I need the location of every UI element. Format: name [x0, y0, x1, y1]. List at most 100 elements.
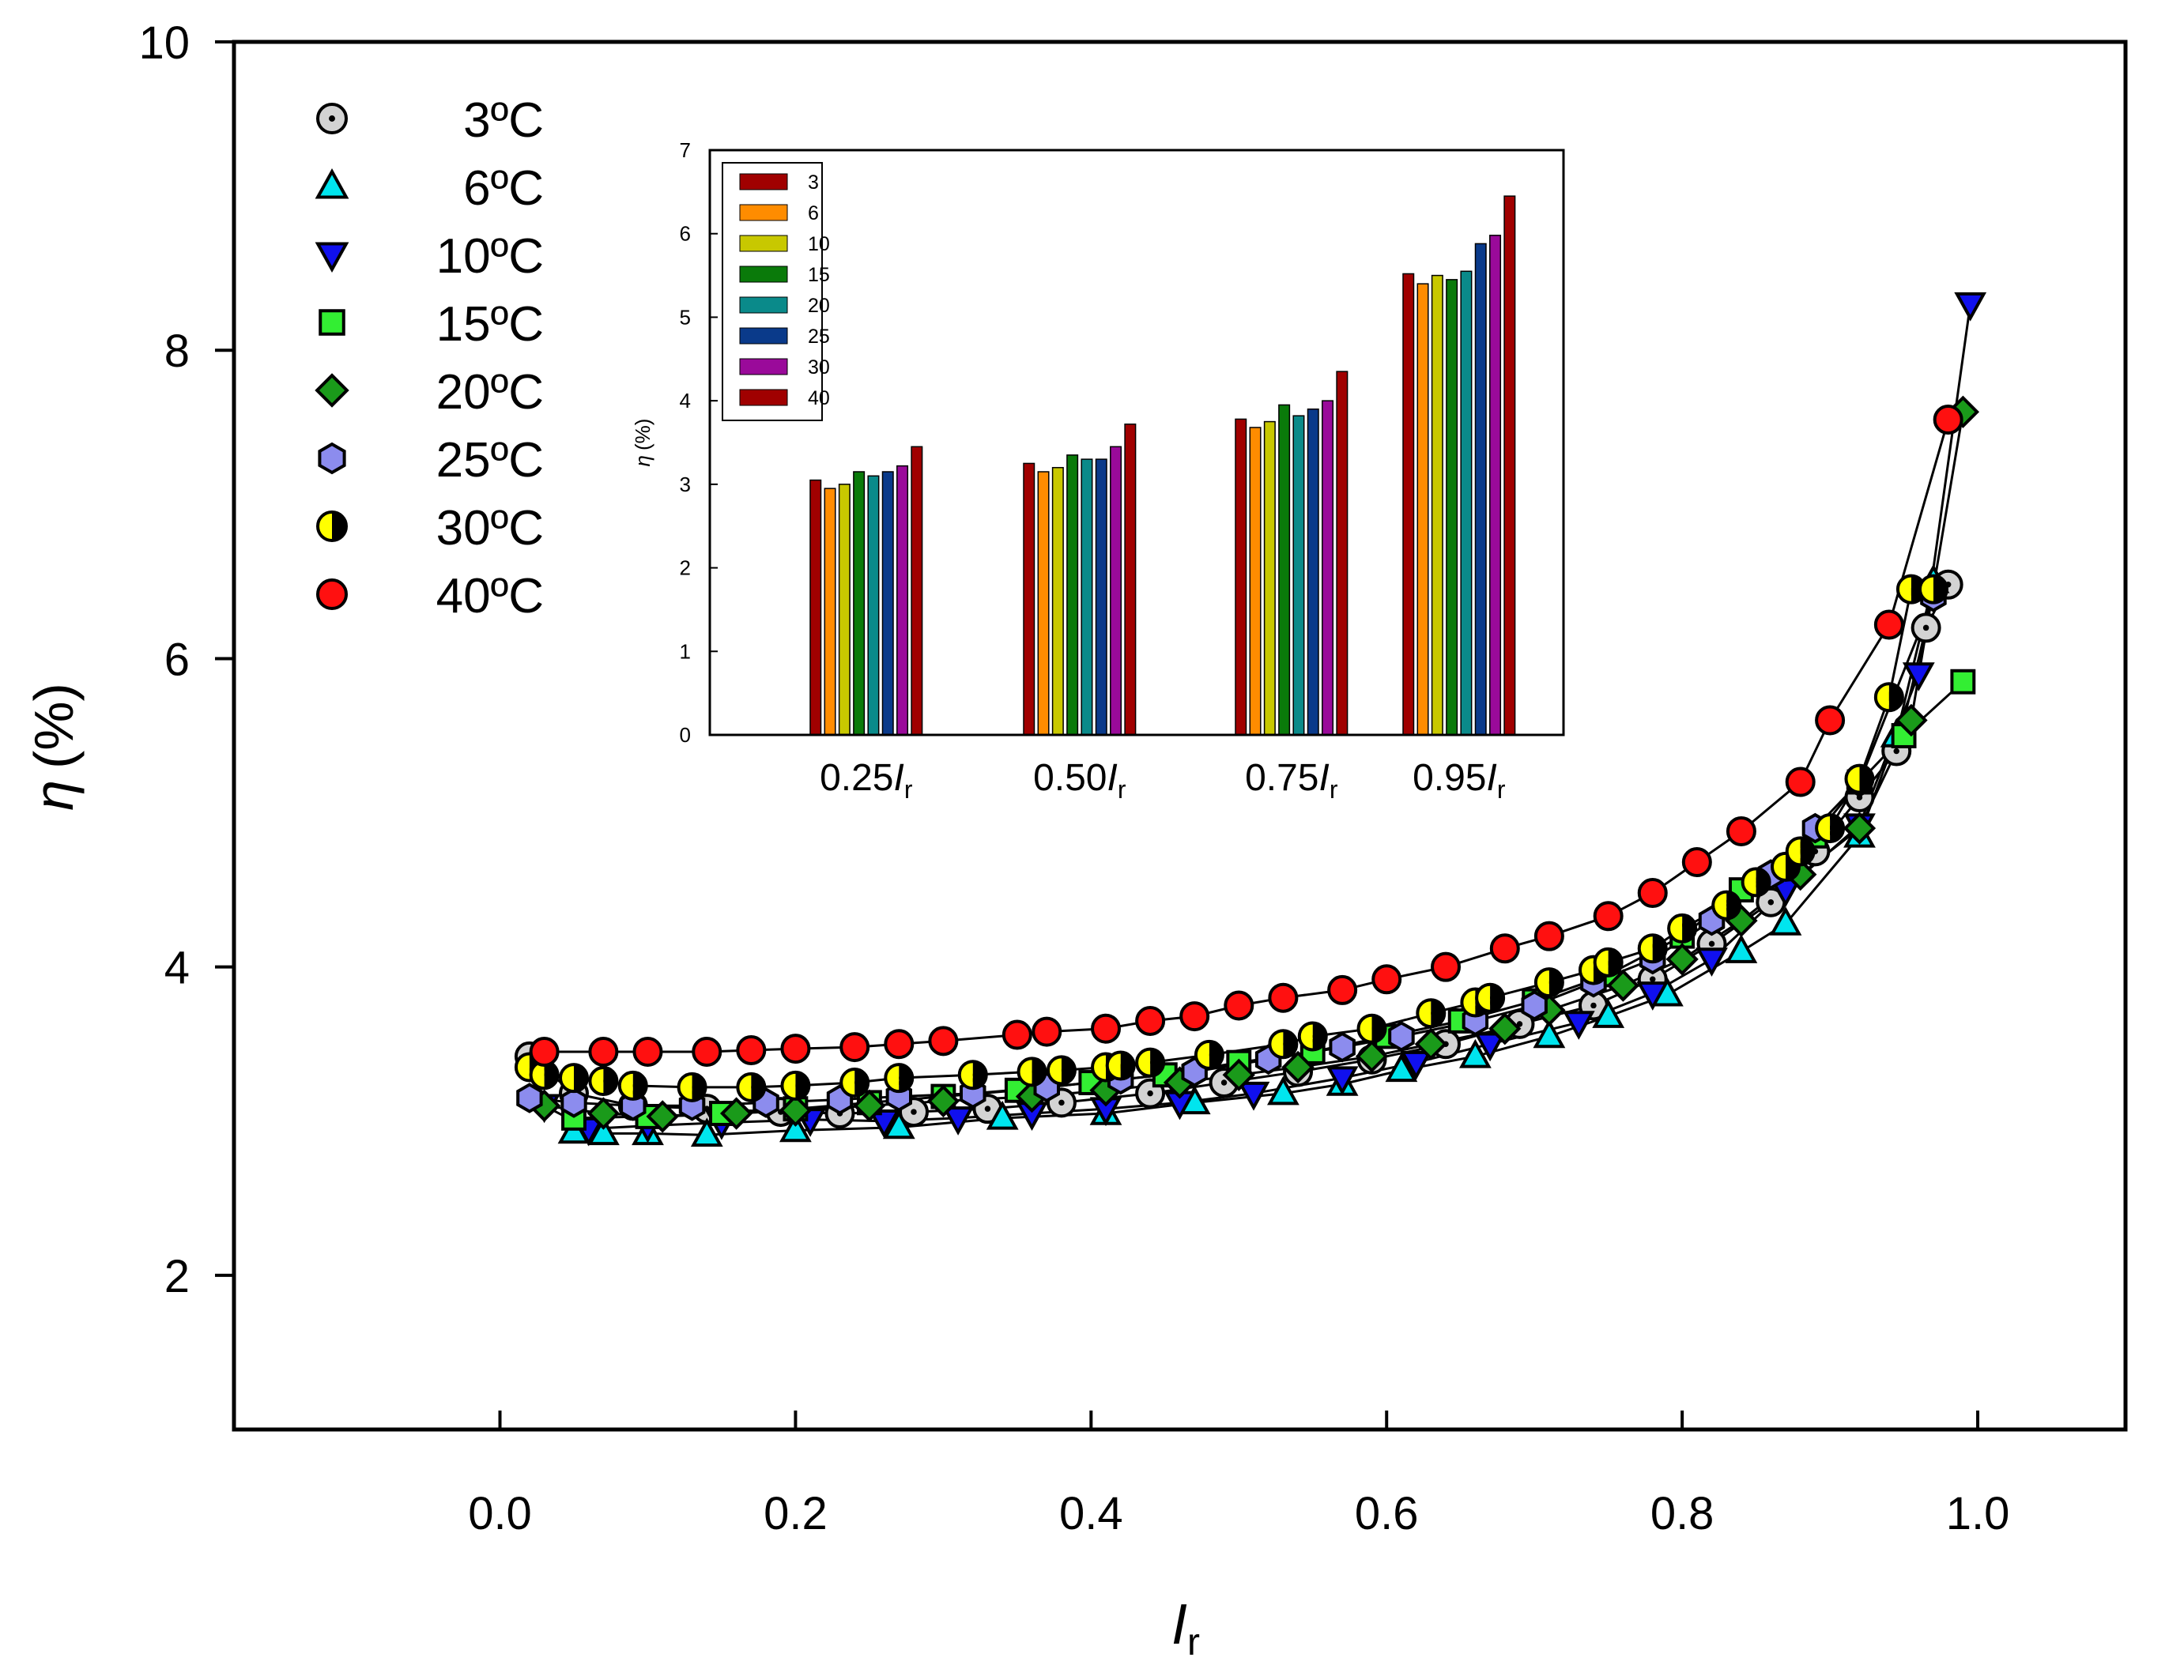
data-point-s1-16: [1725, 934, 1758, 963]
inset-category-value-0: 0.25: [820, 757, 893, 799]
data-point-s6-11: [1017, 1057, 1047, 1087]
y-tick-label-4: 10: [138, 17, 190, 69]
x-tick-label-0: 0.0: [468, 1488, 532, 1539]
bar-s0-g1: [1023, 462, 1035, 736]
data-point-s7-7: [884, 1029, 915, 1060]
data-point-s6-2: [558, 1063, 589, 1094]
main-x-axis: 0.0 0.2 0.4 0.6 0.8 1.0: [468, 1411, 2009, 1539]
bar-s5-g3: [1474, 243, 1487, 736]
legend-marker-6: [316, 510, 348, 542]
data-point-s2-5: [868, 1109, 900, 1139]
inset-category-label-1: 0.50Ir: [1033, 757, 1126, 804]
data-point-s1-11: [1385, 1053, 1418, 1083]
inset-y-label-unit: (%): [631, 419, 654, 450]
data-point-s1-4: [779, 1113, 812, 1143]
data-point-s6-31: [1785, 836, 1816, 867]
inset-category-subscript-3: r: [1497, 775, 1506, 804]
data-point-s1-9: [1267, 1075, 1299, 1106]
data-point-s4-4: [779, 1094, 813, 1127]
inset-category-subscript-0: r: [904, 775, 913, 804]
data-point-s2-12: [1400, 1050, 1432, 1080]
inset-legend-swatch-2: [739, 235, 788, 252]
data-point-s7-5: [780, 1034, 811, 1064]
legend-marker-0: [316, 103, 348, 134]
inset-category-symbol-2: I: [1319, 757, 1330, 799]
data-point-s5-0: [516, 1083, 543, 1113]
data-point-s7-20: [1533, 921, 1564, 951]
data-point-s4-21: [1895, 703, 1928, 737]
y-tick-label-0: 2: [164, 1251, 190, 1302]
data-point-s6-34: [1873, 682, 1904, 713]
data-point-s5-15: [1521, 990, 1548, 1021]
main-series-markers: [514, 292, 1987, 1147]
data-point-s7-1: [588, 1036, 619, 1067]
data-point-s1-14: [1592, 999, 1625, 1028]
data-point-s4-17: [1665, 943, 1699, 976]
bar-s5-g2: [1307, 408, 1319, 736]
data-point-s6-15: [1135, 1047, 1166, 1078]
inset-legend-label-4: 20: [808, 295, 830, 317]
y-tick-label-1: 4: [164, 943, 190, 994]
data-point-s6-10: [957, 1060, 988, 1090]
inset-y-tick-label-2: 2: [680, 556, 691, 580]
inset-legend-swatch-6: [739, 358, 788, 375]
x-tick-label-2: 0.4: [1059, 1488, 1123, 1539]
inset-y-label-symbol: η: [631, 455, 654, 466]
bar-s6-g0: [896, 465, 909, 736]
bar-s1-g2: [1249, 427, 1262, 736]
data-point-s7-14: [1224, 990, 1254, 1021]
bar-s4-g3: [1460, 270, 1473, 736]
inset-plot-frame: [708, 149, 1565, 736]
data-point-s6-32: [1815, 813, 1846, 844]
bar-s2-g2: [1263, 420, 1276, 736]
data-point-s6-3: [588, 1066, 619, 1097]
inset-legend-box: [722, 162, 823, 421]
data-point-s6-28: [1711, 890, 1742, 921]
x-tick-label-4: 0.8: [1650, 1488, 1714, 1539]
data-point-s7-11: [1091, 1013, 1122, 1044]
bar-s7-g0: [911, 446, 923, 736]
x-label-symbol: I: [1171, 1593, 1187, 1656]
bar-s0-g2: [1235, 418, 1247, 736]
data-point-s6-27: [1667, 913, 1698, 944]
data-point-s6-26: [1637, 933, 1668, 964]
inset-legend: 3 6 10 15 20 25 30 40: [722, 162, 830, 421]
data-point-s2-10: [1237, 1081, 1270, 1111]
inset-y-tick-label-0: 0: [680, 723, 691, 747]
data-point-s2-14: [1562, 1011, 1595, 1040]
inset-category-symbol-3: I: [1487, 757, 1497, 799]
bar-s2-g1: [1051, 466, 1064, 736]
bar-s1-g0: [824, 488, 836, 736]
legend-label-3: 15ºC: [436, 297, 544, 352]
data-point-s7-12: [1135, 1005, 1166, 1036]
data-point-s6-33: [1844, 763, 1875, 794]
bar-s3-g2: [1278, 404, 1291, 736]
bar-s0-g3: [1402, 273, 1415, 736]
data-point-s6-25: [1593, 947, 1624, 977]
legend-marker-2: [315, 242, 349, 273]
main-legend: 3ºC 6ºC 10ºC 15ºC 20ºC 25ºC 30ºC 40ºC: [315, 93, 544, 623]
data-point-s7-3: [692, 1036, 722, 1067]
inset-legend-label-6: 30: [808, 356, 830, 379]
bar-s3-g0: [853, 471, 866, 736]
x-tick-label-5: 1.0: [1946, 1488, 2010, 1539]
main-plot-frame: [232, 40, 2128, 1432]
bar-s6-g2: [1322, 400, 1334, 736]
inset-y-tick-label-3: 3: [680, 473, 691, 496]
bar-s5-g1: [1095, 458, 1107, 736]
data-point-s7-24: [1726, 816, 1756, 846]
data-point-s1-12: [1459, 1038, 1492, 1068]
legend-label-0: 3ºC: [463, 93, 544, 148]
data-point-s1-5: [882, 1109, 915, 1139]
data-point-s5-1: [560, 1087, 587, 1118]
data-point-s5-12: [1329, 1031, 1356, 1063]
data-point-s6-23: [1533, 967, 1564, 998]
main-y-axis-label: η (%): [23, 683, 85, 811]
legend-label-5: 25ºC: [436, 433, 544, 488]
data-point-s6-20: [1416, 998, 1447, 1029]
inset-y-axis-label: η (%): [631, 419, 654, 467]
inset-legend-label-3: 15: [808, 264, 830, 286]
inset-legend-swatch-5: [739, 327, 788, 345]
data-point-s7-10: [1032, 1016, 1062, 1047]
